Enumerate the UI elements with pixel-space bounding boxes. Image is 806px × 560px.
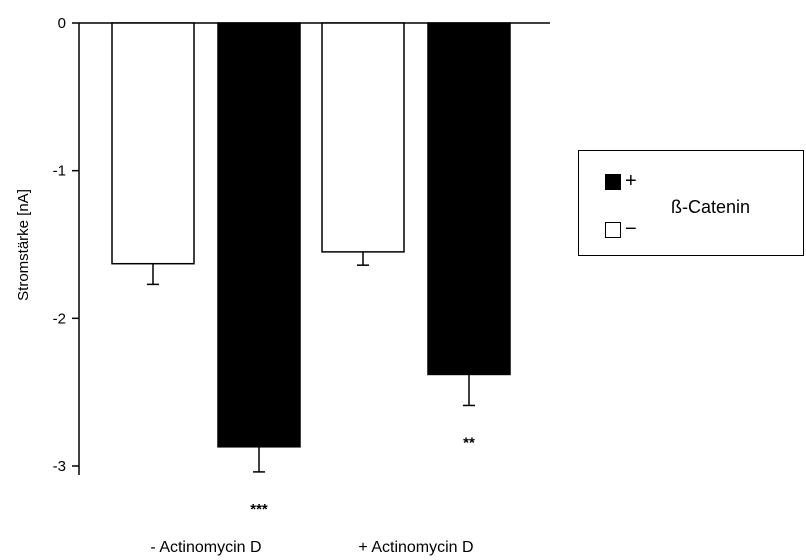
- bar: [111, 22, 195, 265]
- significance-label: ***: [250, 501, 268, 518]
- bars: [111, 22, 511, 448]
- bar: [217, 22, 301, 448]
- bar: [427, 22, 511, 376]
- legend-title: ß-Catenin: [671, 197, 751, 217]
- y-axis-label: Stromstärke [nA]: [15, 189, 32, 301]
- y-tick-label: -3: [53, 458, 66, 475]
- legend-swatch-minus: [605, 222, 621, 238]
- y-ticks: 0 -1 -2 -3: [53, 15, 79, 475]
- bar: [321, 22, 405, 253]
- y-tick-label: -1: [53, 163, 66, 180]
- legend-swatch-plus: [605, 174, 621, 190]
- y-tick-label: 0: [58, 15, 66, 32]
- x-category-label: - Actinomycin D: [150, 539, 261, 556]
- error-bars: [147, 251, 475, 473]
- legend: + − ß-Catenin: [578, 150, 804, 256]
- significance-label: **: [463, 434, 475, 451]
- y-tick-label: -2: [53, 310, 66, 327]
- x-category-label: + Actinomycin D: [358, 539, 473, 556]
- x-category-labels: - Actinomycin D + Actinomycin D: [150, 539, 473, 556]
- significance-marks: *****: [250, 434, 475, 517]
- legend-sign-plus: +: [625, 170, 637, 192]
- legend-sign-minus: −: [625, 218, 637, 240]
